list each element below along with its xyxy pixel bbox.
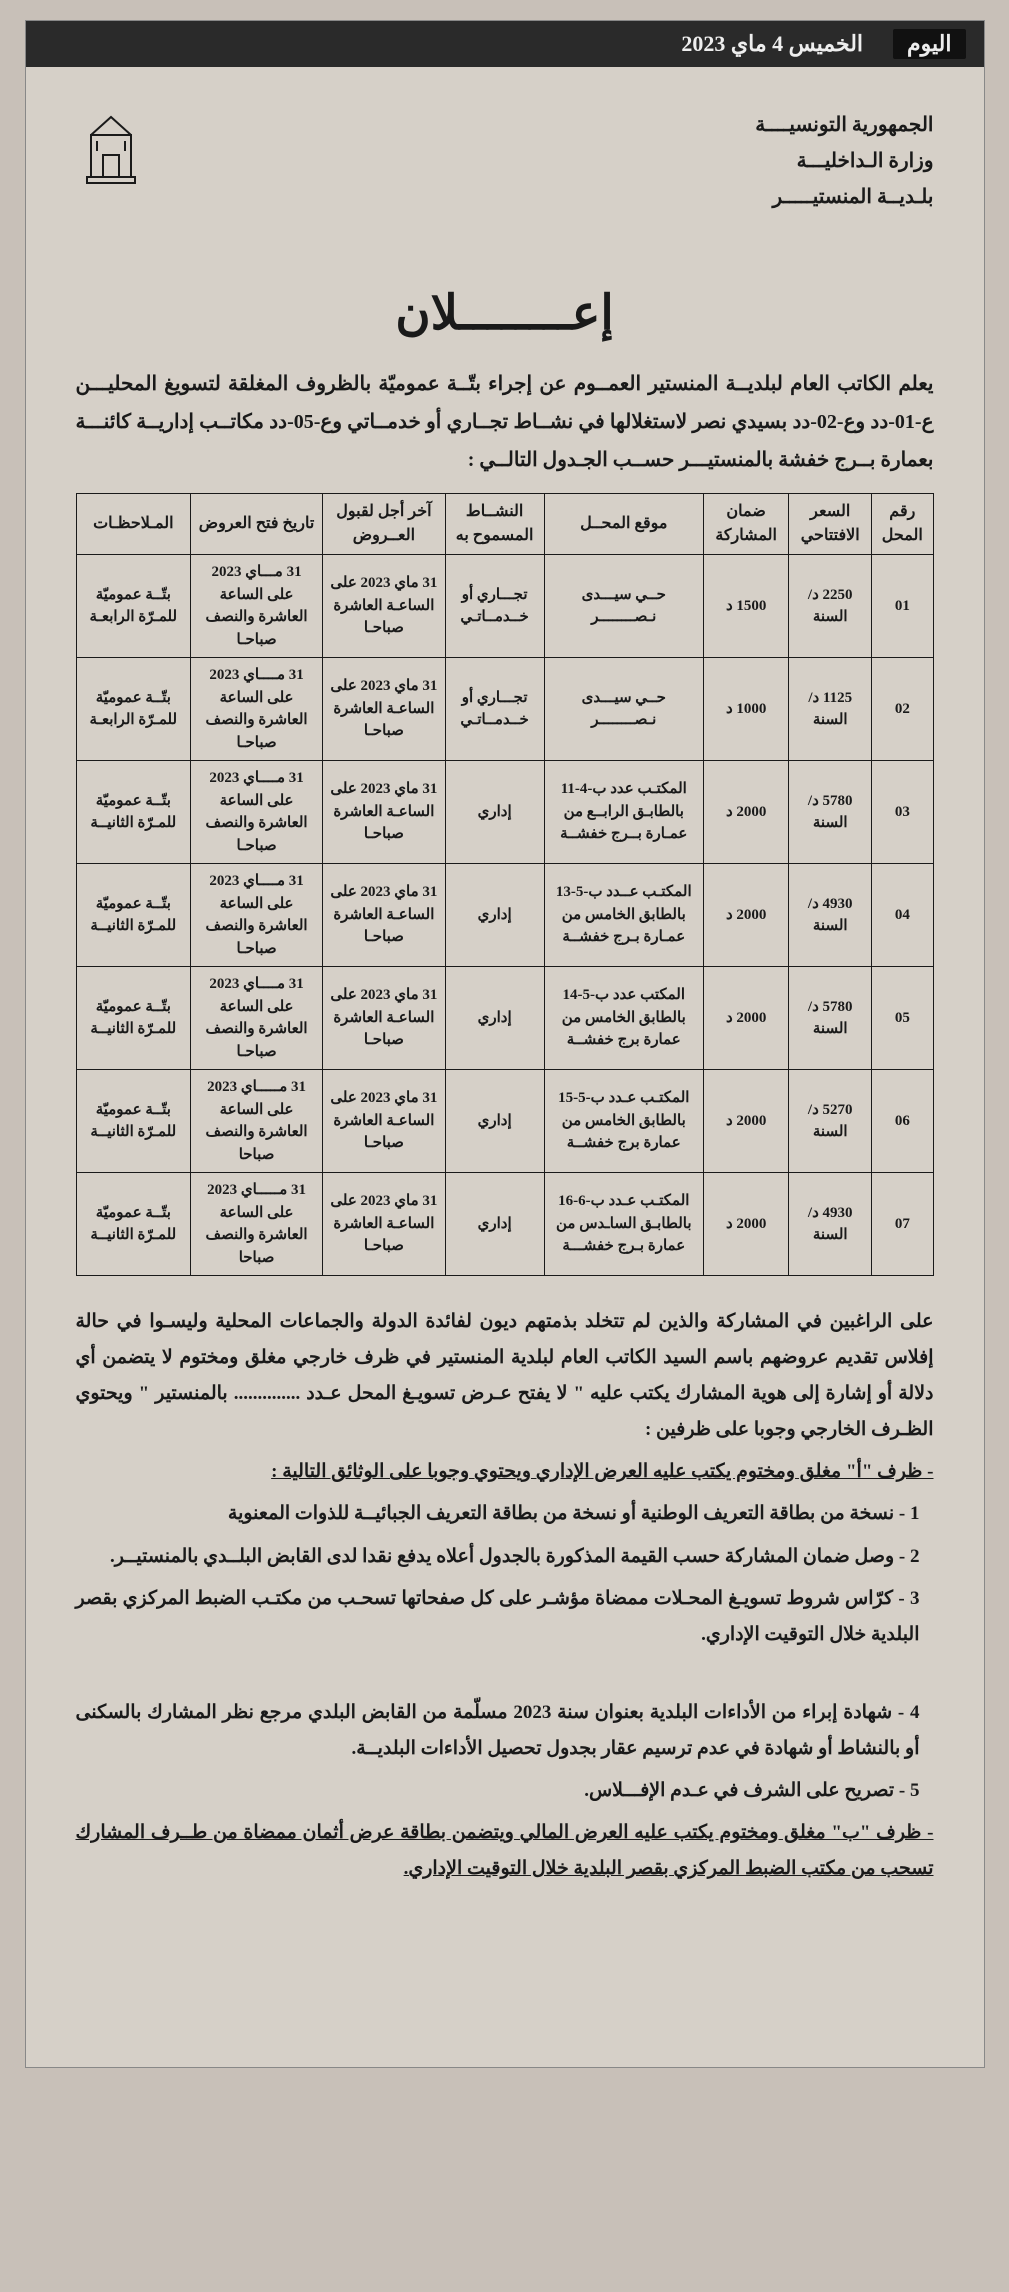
body-n2: 2 - وصل ضمان المشاركة حسب القيمة المذكور… — [76, 1539, 920, 1575]
cell-num: 02 — [872, 658, 933, 761]
cell-price: 4930 د/السنة — [789, 864, 872, 967]
col-deposit: ضمان المشاركة — [704, 494, 789, 555]
cell-activity: إداري — [445, 761, 544, 864]
cell-location: المكتـب عـدد ب-6-16 بالطابـق الساـدس من … — [544, 1173, 704, 1276]
cell-note: بتّــة عموميّة للمـرّة الثانيــة — [76, 1070, 191, 1173]
cell-deposit: 2000 د — [704, 761, 789, 864]
cell-price: 5780 د/السنة — [789, 967, 872, 1070]
cell-price: 5780 د/السنة — [789, 761, 872, 864]
cell-note: بتّــة عموميّة للمـرّة الثانيــة — [76, 864, 191, 967]
cell-location: المكتـب عدد ب-4-11 بالطابـق الرابــع من … — [544, 761, 704, 864]
cell-opening: 31 مـــــاي 2023 على الساعة العاشرة والن… — [191, 1070, 323, 1173]
cell-price: 4930 د/السنة — [789, 1173, 872, 1276]
cell-deposit: 2000 د — [704, 864, 789, 967]
cell-num: 05 — [872, 967, 933, 1070]
body-n4: 4 - شهادة إبراء من الأداءات البلدية بعنو… — [76, 1695, 920, 1767]
cell-location: حــي سيـــدى نـصــــــــر — [544, 555, 704, 658]
table-row: 012250 د/السنة1500 دحــي سيـــدى نـصــــ… — [76, 555, 933, 658]
body-n3: 3 - كرّاس شروط تسويـغ المحـلات ممضاة مؤش… — [76, 1581, 920, 1653]
cell-activity: تجـــاري أو خــدمــاتـي — [445, 555, 544, 658]
cell-deposit: 1500 د — [704, 555, 789, 658]
table-header-row: رقم المحل السعر الافتتاحي ضمان المشاركة … — [76, 494, 933, 555]
brand-label: اليوم — [893, 29, 965, 59]
document-page: اليوم الخميس 4 ماي 2023 الجمهورية التونس… — [25, 20, 985, 2068]
cell-deadline: 31 ماي 2023 على الساعـة العاشرة صباحـا — [323, 1070, 446, 1173]
body-text: على الراغبين في المشاركة والذين لم تتخلد… — [76, 1304, 934, 1887]
cell-note: بتّــة عموميّة للمـرّة الثانيــة — [76, 967, 191, 1070]
cell-location: المكتـب عــدد ب-5-13 بالطابق الخامس من ع… — [544, 864, 704, 967]
cell-opening: 31 مــــاي 2023 على الساعة العاشرة والنص… — [191, 967, 323, 1070]
cell-location: المكتـب عـدد ب-5-15 بالطابق الخامس من عم… — [544, 1070, 704, 1173]
table-row: 035780 د/السنة2000 دالمكتـب عدد ب-4-11 ب… — [76, 761, 933, 864]
col-note: المـلاحظـات — [76, 494, 191, 555]
cell-activity: إداري — [445, 1070, 544, 1173]
issuer-block: الجمهورية التونسيــــة وزارة الـداخليـــ… — [755, 107, 933, 215]
header-row: الجمهورية التونسيــــة وزارة الـداخليـــ… — [76, 107, 934, 215]
body-p1: على الراغبين في المشاركة والذين لم تتخلد… — [76, 1304, 934, 1448]
cell-location: حــي سيـــدى نـصــــــــر — [544, 658, 704, 761]
body-n1: 1 - نسخة من بطاقة التعريف الوطنية أو نسخ… — [76, 1496, 920, 1532]
cell-activity: تجـــاري أو خــدمــاتـي — [445, 658, 544, 761]
announcement-sheet: الجمهورية التونسيــــة وزارة الـداخليـــ… — [26, 67, 984, 2067]
col-num: رقم المحل — [872, 494, 933, 555]
cell-activity: إداري — [445, 1173, 544, 1276]
cell-note: بتّــة عموميّة للمـرّة الرابعـة — [76, 658, 191, 761]
cell-num: 03 — [872, 761, 933, 864]
cell-deadline: 31 ماي 2023 على الساعـة العاشرة صباحـا — [323, 864, 446, 967]
cell-note: بتّــة عموميّة للمـرّة الرابعـة — [76, 555, 191, 658]
cell-num: 06 — [872, 1070, 933, 1173]
issuer-line-2: وزارة الـداخليـــة — [755, 143, 933, 179]
cell-location: المكتب عدد ب-5-14 بالطابق الخامس من عمار… — [544, 967, 704, 1070]
municipality-logo — [76, 107, 146, 187]
table-row: 065270 د/السنة2000 دالمكتـب عـدد ب-5-15 … — [76, 1070, 933, 1173]
cell-note: بتّــة عموميّة للمـرّة الثانيــة — [76, 1173, 191, 1276]
cell-num: 01 — [872, 555, 933, 658]
cell-deadline: 31 ماي 2023 على الساعـة العاشرة صباحـا — [323, 1173, 446, 1276]
col-activity: النشــاط المسموح به — [445, 494, 544, 555]
table-row: 044930 د/السنة2000 دالمكتـب عــدد ب-5-13… — [76, 864, 933, 967]
announcement-title: إعــــــــلان — [76, 285, 934, 341]
issue-date: الخميس 4 ماي 2023 — [681, 31, 863, 57]
cell-note: بتّــة عموميّة للمـرّة الثانيــة — [76, 761, 191, 864]
lots-table: رقم المحل السعر الافتتاحي ضمان المشاركة … — [76, 493, 934, 1276]
cell-deadline: 31 ماي 2023 على الساعـة العاشرة صباحـا — [323, 967, 446, 1070]
cell-deadline: 31 ماي 2023 على الساعـة العاشرة صباحـا — [323, 555, 446, 658]
cell-opening: 31 مـــــاي 2023 على الساعة العاشرة والن… — [191, 1173, 323, 1276]
cell-price: 2250 د/السنة — [789, 555, 872, 658]
cell-deposit: 2000 د — [704, 1070, 789, 1173]
table-row: 021125 د/السنة1000 دحــي سيـــدى نـصــــ… — [76, 658, 933, 761]
col-deadline: آخر أجل لقبول العــروض — [323, 494, 446, 555]
cell-deposit: 2000 د — [704, 1173, 789, 1276]
cell-price: 1125 د/السنة — [789, 658, 872, 761]
cell-num: 04 — [872, 864, 933, 967]
col-price: السعر الافتتاحي — [789, 494, 872, 555]
cell-price: 5270 د/السنة — [789, 1070, 872, 1173]
cell-activity: إداري — [445, 967, 544, 1070]
cell-num: 07 — [872, 1173, 933, 1276]
intro-paragraph: يعلم الكاتب العام لبلديــة المنستير العم… — [76, 365, 934, 479]
col-opening: تاريخ فتح العروض — [191, 494, 323, 555]
cell-deadline: 31 ماي 2023 على الساعـة العاشرة صباحـا — [323, 761, 446, 864]
cell-opening: 31 مــــاي 2023 على الساعة العاشرة والنص… — [191, 864, 323, 967]
body-env-b: - ظرف "ب" مغلق ومختوم يكتب عليه العرض ال… — [76, 1815, 934, 1887]
cell-opening: 31 مــــاي 2023 على الساعة العاشرة والنص… — [191, 761, 323, 864]
table-row: 055780 د/السنة2000 دالمكتب عدد ب-5-14 با… — [76, 967, 933, 1070]
cell-deposit: 1000 د — [704, 658, 789, 761]
top-bar: اليوم الخميس 4 ماي 2023 — [26, 21, 984, 67]
body-n5: 5 - تصريح على الشرف في عـدم الإفـــلاس. — [76, 1773, 920, 1809]
cell-opening: 31 مــــاي 2023 على الساعة العاشرة والنص… — [191, 658, 323, 761]
cell-activity: إداري — [445, 864, 544, 967]
cell-opening: 31 مـــاي 2023 على الساعة العاشرة والنصف… — [191, 555, 323, 658]
table-row: 074930 د/السنة2000 دالمكتـب عـدد ب-6-16 … — [76, 1173, 933, 1276]
issuer-line-1: الجمهورية التونسيــــة — [755, 107, 933, 143]
cell-deadline: 31 ماي 2023 على الساعـة العاشرة صباحـا — [323, 658, 446, 761]
col-location: موقع المحــل — [544, 494, 704, 555]
cell-deposit: 2000 د — [704, 967, 789, 1070]
issuer-line-3: بلـديــة المنستيـــــر — [755, 179, 933, 215]
body-env-a: - ظرف "أ" مغلق ومختوم يكتب عليه العرض ال… — [76, 1454, 934, 1490]
